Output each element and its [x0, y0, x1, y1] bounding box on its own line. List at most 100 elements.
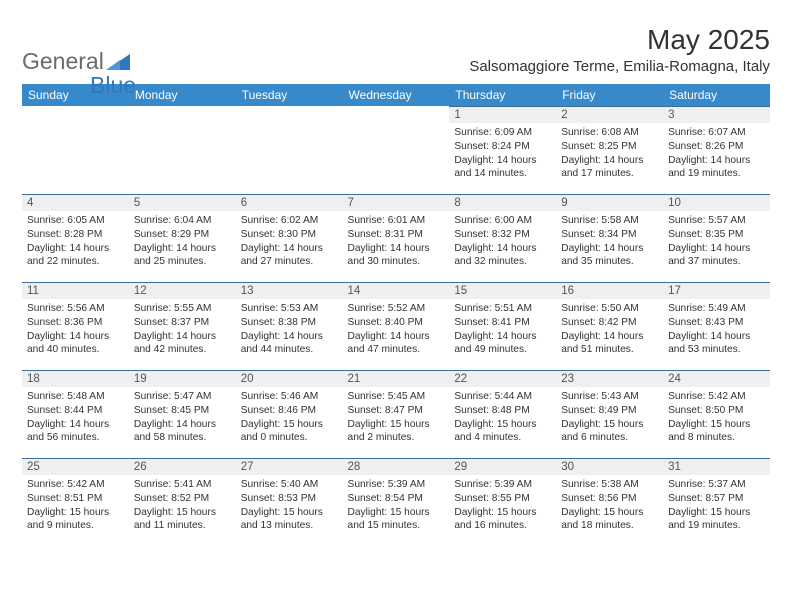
- day-number: 30: [556, 458, 663, 475]
- day-number: 20: [236, 370, 343, 387]
- calendar-cell: 6Sunrise: 6:02 AMSunset: 8:30 PMDaylight…: [236, 194, 343, 282]
- day-header: Wednesday: [343, 84, 450, 106]
- day-number: 8: [449, 194, 556, 211]
- calendar-cell: 24Sunrise: 5:42 AMSunset: 8:50 PMDayligh…: [663, 370, 770, 458]
- calendar-row: 11Sunrise: 5:56 AMSunset: 8:36 PMDayligh…: [22, 282, 770, 370]
- day-header: Monday: [129, 84, 236, 106]
- calendar-table: SundayMondayTuesdayWednesdayThursdayFrid…: [22, 84, 770, 546]
- calendar-cell: 22Sunrise: 5:44 AMSunset: 8:48 PMDayligh…: [449, 370, 556, 458]
- day-number: 22: [449, 370, 556, 387]
- day-number: 28: [343, 458, 450, 475]
- day-content: Sunrise: 5:47 AMSunset: 8:45 PMDaylight:…: [129, 387, 236, 449]
- day-content: Sunrise: 6:04 AMSunset: 8:29 PMDaylight:…: [129, 211, 236, 273]
- day-number: 27: [236, 458, 343, 475]
- day-content: Sunrise: 5:46 AMSunset: 8:46 PMDaylight:…: [236, 387, 343, 449]
- day-number: 7: [343, 194, 450, 211]
- day-content: Sunrise: 5:56 AMSunset: 8:36 PMDaylight:…: [22, 299, 129, 361]
- title-block: May 2025 Salsomaggiore Terme, Emilia-Rom…: [469, 24, 770, 75]
- day-content: Sunrise: 5:49 AMSunset: 8:43 PMDaylight:…: [663, 299, 770, 361]
- location: Salsomaggiore Terme, Emilia-Romagna, Ita…: [469, 58, 770, 75]
- day-number: 17: [663, 282, 770, 299]
- day-content: Sunrise: 6:07 AMSunset: 8:26 PMDaylight:…: [663, 123, 770, 185]
- day-content: Sunrise: 6:02 AMSunset: 8:30 PMDaylight:…: [236, 211, 343, 273]
- calendar-cell: 29Sunrise: 5:39 AMSunset: 8:55 PMDayligh…: [449, 458, 556, 546]
- calendar-cell: 21Sunrise: 5:45 AMSunset: 8:47 PMDayligh…: [343, 370, 450, 458]
- day-content: Sunrise: 5:39 AMSunset: 8:54 PMDaylight:…: [343, 475, 450, 537]
- calendar-cell: 27Sunrise: 5:40 AMSunset: 8:53 PMDayligh…: [236, 458, 343, 546]
- day-number: 1: [449, 106, 556, 123]
- day-number: 10: [663, 194, 770, 211]
- calendar-cell: 18Sunrise: 5:48 AMSunset: 8:44 PMDayligh…: [22, 370, 129, 458]
- day-number: 24: [663, 370, 770, 387]
- day-content: Sunrise: 6:01 AMSunset: 8:31 PMDaylight:…: [343, 211, 450, 273]
- logo: General Blue: [22, 24, 162, 76]
- calendar-cell: 3Sunrise: 6:07 AMSunset: 8:26 PMDaylight…: [663, 106, 770, 194]
- calendar-cell: 30Sunrise: 5:38 AMSunset: 8:56 PMDayligh…: [556, 458, 663, 546]
- day-content: Sunrise: 5:58 AMSunset: 8:34 PMDaylight:…: [556, 211, 663, 273]
- day-header: Friday: [556, 84, 663, 106]
- calendar-cell: 13Sunrise: 5:53 AMSunset: 8:38 PMDayligh…: [236, 282, 343, 370]
- calendar-row: 18Sunrise: 5:48 AMSunset: 8:44 PMDayligh…: [22, 370, 770, 458]
- day-number: 2: [556, 106, 663, 123]
- calendar-cell: 14Sunrise: 5:52 AMSunset: 8:40 PMDayligh…: [343, 282, 450, 370]
- calendar-cell: 1Sunrise: 6:09 AMSunset: 8:24 PMDaylight…: [449, 106, 556, 194]
- logo-text-blue: Blue: [90, 72, 136, 99]
- calendar-cell: 5Sunrise: 6:04 AMSunset: 8:29 PMDaylight…: [129, 194, 236, 282]
- calendar-cell: 2Sunrise: 6:08 AMSunset: 8:25 PMDaylight…: [556, 106, 663, 194]
- calendar-cell: 23Sunrise: 5:43 AMSunset: 8:49 PMDayligh…: [556, 370, 663, 458]
- day-content: Sunrise: 5:42 AMSunset: 8:50 PMDaylight:…: [663, 387, 770, 449]
- day-number: 12: [129, 282, 236, 299]
- day-number: 5: [129, 194, 236, 211]
- day-content: Sunrise: 5:38 AMSunset: 8:56 PMDaylight:…: [556, 475, 663, 537]
- day-content: Sunrise: 6:00 AMSunset: 8:32 PMDaylight:…: [449, 211, 556, 273]
- day-content: Sunrise: 5:39 AMSunset: 8:55 PMDaylight:…: [449, 475, 556, 537]
- day-number: 18: [22, 370, 129, 387]
- calendar-cell: 12Sunrise: 5:55 AMSunset: 8:37 PMDayligh…: [129, 282, 236, 370]
- logo-text-general: General: [22, 48, 104, 75]
- day-number: 9: [556, 194, 663, 211]
- calendar-page: General Blue May 2025 Salsomaggiore Term…: [0, 0, 792, 556]
- day-number: 11: [22, 282, 129, 299]
- calendar-body: 1Sunrise: 6:09 AMSunset: 8:24 PMDaylight…: [22, 106, 770, 546]
- day-number: 13: [236, 282, 343, 299]
- day-content: Sunrise: 5:37 AMSunset: 8:57 PMDaylight:…: [663, 475, 770, 537]
- day-number: 26: [129, 458, 236, 475]
- day-content: Sunrise: 5:48 AMSunset: 8:44 PMDaylight:…: [22, 387, 129, 449]
- calendar-cell: 4Sunrise: 6:05 AMSunset: 8:28 PMDaylight…: [22, 194, 129, 282]
- day-number: 15: [449, 282, 556, 299]
- calendar-cell: 19Sunrise: 5:47 AMSunset: 8:45 PMDayligh…: [129, 370, 236, 458]
- month-title: May 2025: [469, 24, 770, 56]
- day-content: Sunrise: 5:43 AMSunset: 8:49 PMDaylight:…: [556, 387, 663, 449]
- calendar-cell: 26Sunrise: 5:41 AMSunset: 8:52 PMDayligh…: [129, 458, 236, 546]
- calendar-cell: 7Sunrise: 6:01 AMSunset: 8:31 PMDaylight…: [343, 194, 450, 282]
- calendar-cell: 20Sunrise: 5:46 AMSunset: 8:46 PMDayligh…: [236, 370, 343, 458]
- calendar-cell: [129, 106, 236, 194]
- day-number: 21: [343, 370, 450, 387]
- day-content: Sunrise: 5:42 AMSunset: 8:51 PMDaylight:…: [22, 475, 129, 537]
- day-content: Sunrise: 5:53 AMSunset: 8:38 PMDaylight:…: [236, 299, 343, 361]
- calendar-row: 25Sunrise: 5:42 AMSunset: 8:51 PMDayligh…: [22, 458, 770, 546]
- calendar-cell: 31Sunrise: 5:37 AMSunset: 8:57 PMDayligh…: [663, 458, 770, 546]
- day-number: 31: [663, 458, 770, 475]
- calendar-row: 1Sunrise: 6:09 AMSunset: 8:24 PMDaylight…: [22, 106, 770, 194]
- day-content: Sunrise: 5:52 AMSunset: 8:40 PMDaylight:…: [343, 299, 450, 361]
- calendar-cell: 15Sunrise: 5:51 AMSunset: 8:41 PMDayligh…: [449, 282, 556, 370]
- day-number: 19: [129, 370, 236, 387]
- day-number: 4: [22, 194, 129, 211]
- calendar-cell: 8Sunrise: 6:00 AMSunset: 8:32 PMDaylight…: [449, 194, 556, 282]
- day-content: Sunrise: 5:50 AMSunset: 8:42 PMDaylight:…: [556, 299, 663, 361]
- calendar-cell: [22, 106, 129, 194]
- calendar-cell: 16Sunrise: 5:50 AMSunset: 8:42 PMDayligh…: [556, 282, 663, 370]
- calendar-cell: 28Sunrise: 5:39 AMSunset: 8:54 PMDayligh…: [343, 458, 450, 546]
- day-content: Sunrise: 5:45 AMSunset: 8:47 PMDaylight:…: [343, 387, 450, 449]
- header: General Blue May 2025 Salsomaggiore Term…: [22, 24, 770, 76]
- calendar-cell: [236, 106, 343, 194]
- day-content: Sunrise: 5:40 AMSunset: 8:53 PMDaylight:…: [236, 475, 343, 537]
- calendar-cell: [343, 106, 450, 194]
- day-content: Sunrise: 6:05 AMSunset: 8:28 PMDaylight:…: [22, 211, 129, 273]
- calendar-cell: 9Sunrise: 5:58 AMSunset: 8:34 PMDaylight…: [556, 194, 663, 282]
- calendar-cell: 17Sunrise: 5:49 AMSunset: 8:43 PMDayligh…: [663, 282, 770, 370]
- day-content: Sunrise: 5:51 AMSunset: 8:41 PMDaylight:…: [449, 299, 556, 361]
- day-number: 23: [556, 370, 663, 387]
- day-number: 29: [449, 458, 556, 475]
